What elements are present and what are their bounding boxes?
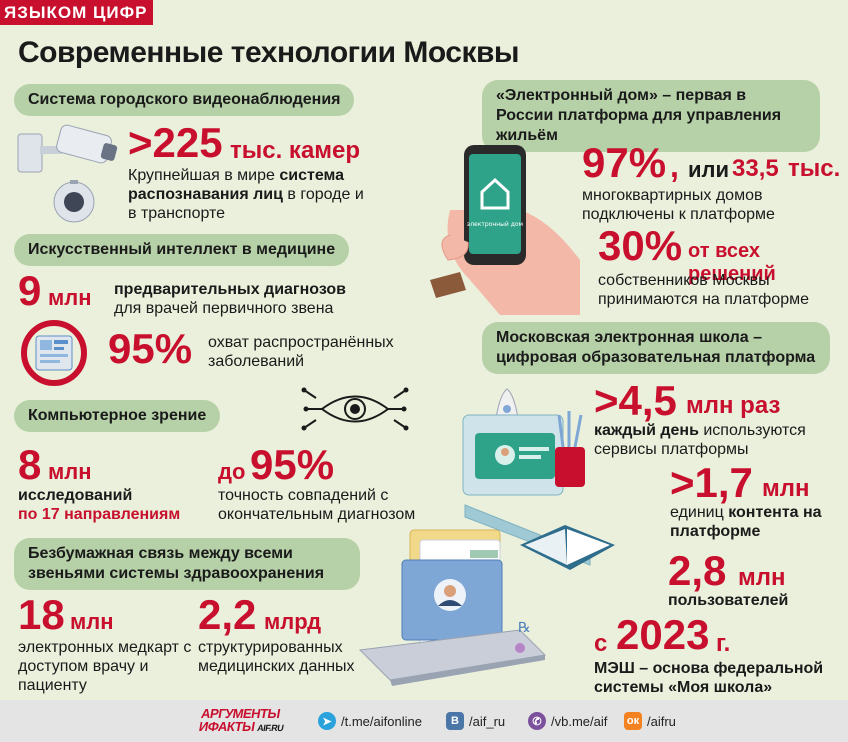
vision-stat2-prefix: до: [218, 459, 246, 484]
logo-domain: AIF.RU: [256, 723, 285, 733]
electronic-school-pill: Московская электронная школа – цифровая …: [482, 322, 830, 374]
school-stat4-value: 2023: [616, 611, 710, 658]
paperless-stat1-text: электронных медкарт с доступом врачу и п…: [18, 639, 192, 694]
ok-link[interactable]: ок /aifru: [624, 712, 676, 730]
paperless-stat2-value: 2,2: [198, 591, 257, 638]
vision-stat1-text: исследований: [18, 487, 133, 504]
viber-icon: ✆: [528, 712, 546, 730]
paperless-stat1-unit: млн: [70, 609, 114, 634]
paperless-stat2-text: структурированных медицинских данных: [198, 639, 355, 675]
school-stat2-text: единиц контента на платформе: [670, 504, 822, 540]
ok-icon: ок: [624, 712, 642, 730]
house-stat2-text: собственников Москвы принимаются на плат…: [598, 272, 809, 308]
school-stat3-unit: млн: [738, 564, 786, 591]
page-title: Современные технологии Москвы: [18, 36, 520, 69]
vision-stat1-value: 8: [18, 441, 42, 488]
video-stat-text: Крупнейшая в мире система распознавания …: [128, 167, 364, 222]
school-stat2-value: >1,7: [670, 459, 753, 506]
vision-stat1-text-red: по 17 направлениям: [18, 506, 181, 523]
school-stat4-unit: г.: [716, 630, 731, 657]
footer-bar: [0, 700, 848, 742]
video-surveillance-pill: Система городского видеонаблюдения: [14, 84, 355, 116]
telegram-link[interactable]: ➤ /t.me/aifonline: [318, 712, 422, 730]
ai-stat2-value: 95%: [108, 325, 193, 372]
vision-stat2-value: 95%: [250, 441, 335, 488]
house-stat1-or: или: [688, 157, 730, 182]
telegram-icon: ➤: [318, 712, 336, 730]
paperless-pill: Безбумажная связь между всеми звеньями с…: [14, 538, 360, 590]
video-stat-unit: тыс. камер: [230, 137, 361, 164]
ai-stat1-text: для врачей первичного звена: [114, 300, 334, 317]
house-stat2-value: 30%: [598, 222, 683, 269]
medical-scan-icon: [21, 320, 87, 386]
phone-hand-icon: электронный дом: [430, 145, 580, 315]
electronic-house-pill: «Электронный дом» – первая в России плат…: [482, 80, 820, 152]
ai-stat1-unit: млн: [48, 285, 92, 310]
logo-line2: ИФАКТЫ: [197, 719, 256, 734]
aif-logo[interactable]: АРГУМЕНТЫ ИФАКТЫ AIF.RU: [197, 706, 287, 735]
medical-laptop-icon: ℞: [358, 529, 547, 686]
eye-circuit-icon: [301, 387, 409, 431]
school-stat3-text: пользователей: [668, 592, 789, 609]
ai-stat1-value: 9: [18, 267, 42, 314]
school-stat4-prefix: с: [594, 630, 608, 657]
vk-link[interactable]: В /aif_ru: [446, 712, 505, 730]
paperless-stat2-unit: млрд: [264, 609, 322, 634]
viber-link[interactable]: ✆ /vb.me/aif: [528, 712, 607, 730]
vision-stat1-unit: млн: [48, 459, 92, 484]
house-stat1-value: 97%: [582, 139, 667, 186]
school-stat1-value: >4,5: [594, 377, 677, 424]
phone-app-label: электронный дом: [467, 221, 523, 228]
vk-icon: В: [446, 712, 464, 730]
school-stat1-text: каждый день используются сервисы платфор…: [594, 422, 806, 458]
open-book-icon: [520, 525, 615, 570]
house-stat1-unit: тыс.: [788, 155, 841, 182]
house-stat1-text: многоквартирных домов подключены к платф…: [582, 187, 775, 223]
house-stat2-suffix: от всех решений: [688, 240, 776, 285]
vision-stat2-text: точность совпадений с окончательным диаг…: [218, 487, 416, 523]
video-stat-value: >225: [128, 119, 223, 166]
paperless-stat1-value: 18: [18, 591, 65, 638]
ai-medicine-pill: Искусственный интеллект в медицине: [14, 234, 350, 266]
school-stat4-text: МЭШ – основа федеральной системы «Моя шк…: [594, 660, 824, 696]
school-stat1-unit: млн раз: [686, 392, 781, 419]
cctv-camera-icon: [17, 124, 118, 223]
section-tag: ЯЗЫКОМ ЦИФР: [0, 0, 154, 25]
house-stat1-num: 33,5: [732, 155, 779, 182]
svg-text:℞: ℞: [518, 620, 531, 636]
house-stat1-sep: ,: [670, 148, 679, 184]
school-stat2-unit: млн: [762, 475, 810, 502]
computer-vision-pill: Компьютерное зрение: [14, 400, 221, 432]
ai-stat2-text: охват распространённых заболеваний: [208, 334, 394, 370]
school-stat3-value: 2,8: [668, 547, 727, 594]
ai-stat1-text-bold: предварительных диагнозов: [114, 281, 346, 298]
